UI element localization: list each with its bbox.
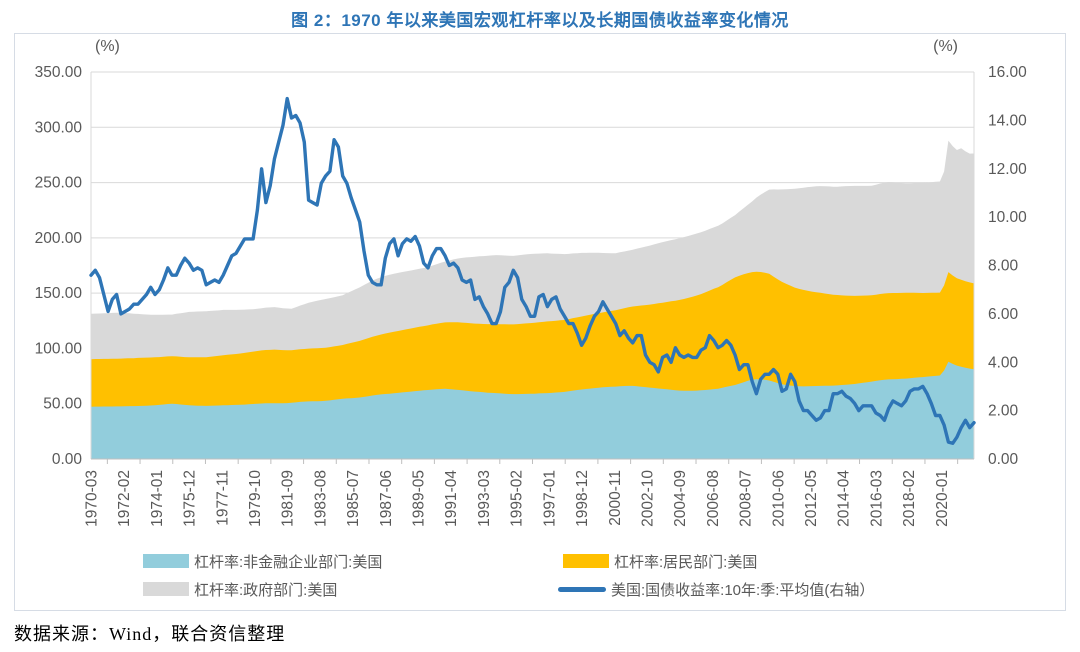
x-axis-label: 1995-02 (509, 470, 526, 527)
legend-item-government[interactable]: 杠杆率:政府部门:美国 (143, 580, 338, 599)
x-axis-label: 1991-04 (443, 470, 460, 527)
government-area-swatch-icon (143, 582, 189, 596)
y-axis-label-right: 4.00 (988, 354, 1019, 371)
y-axis-label-left: 350.00 (35, 64, 83, 81)
x-axis-label: 1998-12 (574, 470, 591, 527)
x-axis-label: 2020-01 (934, 470, 951, 527)
x-axis-label: 1985-07 (345, 470, 362, 527)
x-axis-label: 1997-01 (541, 470, 558, 527)
yield-line-swatch-icon (558, 586, 606, 592)
x-axis-label: 2008-07 (738, 470, 755, 527)
y-axis-label-left: 50.00 (43, 396, 82, 413)
corporate-area-swatch-icon (143, 554, 189, 568)
y-axis-label-left: 250.00 (35, 175, 83, 192)
y-axis-label-left: 100.00 (35, 340, 83, 357)
y-axis-label-right: 16.00 (988, 64, 1027, 81)
x-axis-label: 1993-03 (476, 470, 493, 527)
x-axis-label: 2002-10 (640, 470, 657, 527)
x-axis-label: 2006-08 (705, 470, 722, 527)
x-axis-label: 1975-12 (182, 470, 199, 527)
y-axis-label-right: 10.00 (988, 209, 1027, 226)
x-axis-label: 1983-08 (312, 470, 329, 527)
chart-plot: 0.00 50.00 100.00 150.00 200.00 250.00 300.00 3… (35, 38, 1028, 527)
legend-item-treasury-yield[interactable]: 美国:国债收益率:10年:季:平均值(右轴） (558, 580, 875, 599)
legend-label-treasury-yield: 美国:国债收益率:10年:季:平均值(右轴） (611, 581, 875, 599)
x-axis-label: 1979-10 (247, 470, 264, 527)
chart-frame: 0.00 50.00 100.00 150.00 200.00 250.00 300.00 3… (14, 33, 1066, 611)
legend-label-corporate: 杠杆率:非金融企业部门:美国 (194, 553, 383, 571)
x-axis-label: 1987-06 (378, 470, 395, 527)
legend-item-corporate[interactable]: 杠杆率:非金融企业部门:美国 (143, 552, 383, 571)
y-axis-label-right: 0.00 (988, 451, 1019, 468)
household-area-swatch-icon (563, 554, 609, 568)
x-axis-label: 1970-03 (84, 470, 101, 527)
source-note: 数据来源：Wind，联合资信整理 (14, 624, 286, 644)
x-axis-label: 2016-03 (868, 470, 885, 527)
y-axis-label-left: 0.00 (52, 451, 83, 468)
x-axis-label: 2004-09 (672, 470, 689, 527)
y-axis-label-right: 2.00 (988, 403, 1019, 420)
yield-line (89, 96, 976, 445)
y-axis-label-left: 300.00 (35, 119, 83, 136)
legend-item-household[interactable]: 杠杆率:居民部门:美国 (563, 552, 758, 571)
x-axis-label: 1981-09 (280, 470, 297, 527)
x-axis-label: 2018-02 (901, 470, 918, 527)
y-axis-label-right: 6.00 (988, 306, 1019, 323)
right-axis-unit-label: (%) (933, 38, 958, 55)
x-axis-label: 2000-11 (607, 470, 624, 526)
y-axis-label-right: 12.00 (988, 161, 1027, 178)
x-axis-label: 2010-06 (770, 470, 787, 527)
y-axis-label-left: 150.00 (35, 285, 83, 302)
legend-label-household: 杠杆率:居民部门:美国 (614, 553, 758, 571)
y-axis-label-right: 14.00 (988, 112, 1027, 129)
legend-label-government: 杠杆率:政府部门:美国 (194, 581, 338, 599)
figure-title: 图 2：1970 年以来美国宏观杠杆率以及长期国债收益率变化情况 (291, 11, 789, 30)
x-axis-label: 1972-02 (116, 470, 133, 527)
left-axis-unit-label: (%) (95, 38, 120, 55)
x-axis-label: 2014-04 (836, 470, 853, 527)
x-axis-label: 1989-05 (411, 470, 428, 527)
x-axis-label: 1974-01 (149, 470, 166, 527)
y-axis-label-right: 8.00 (988, 258, 1019, 275)
y-axis-label-left: 200.00 (35, 230, 83, 247)
x-axis-label: 1977-11 (214, 470, 231, 526)
x-axis-label: 2012-05 (803, 470, 820, 527)
